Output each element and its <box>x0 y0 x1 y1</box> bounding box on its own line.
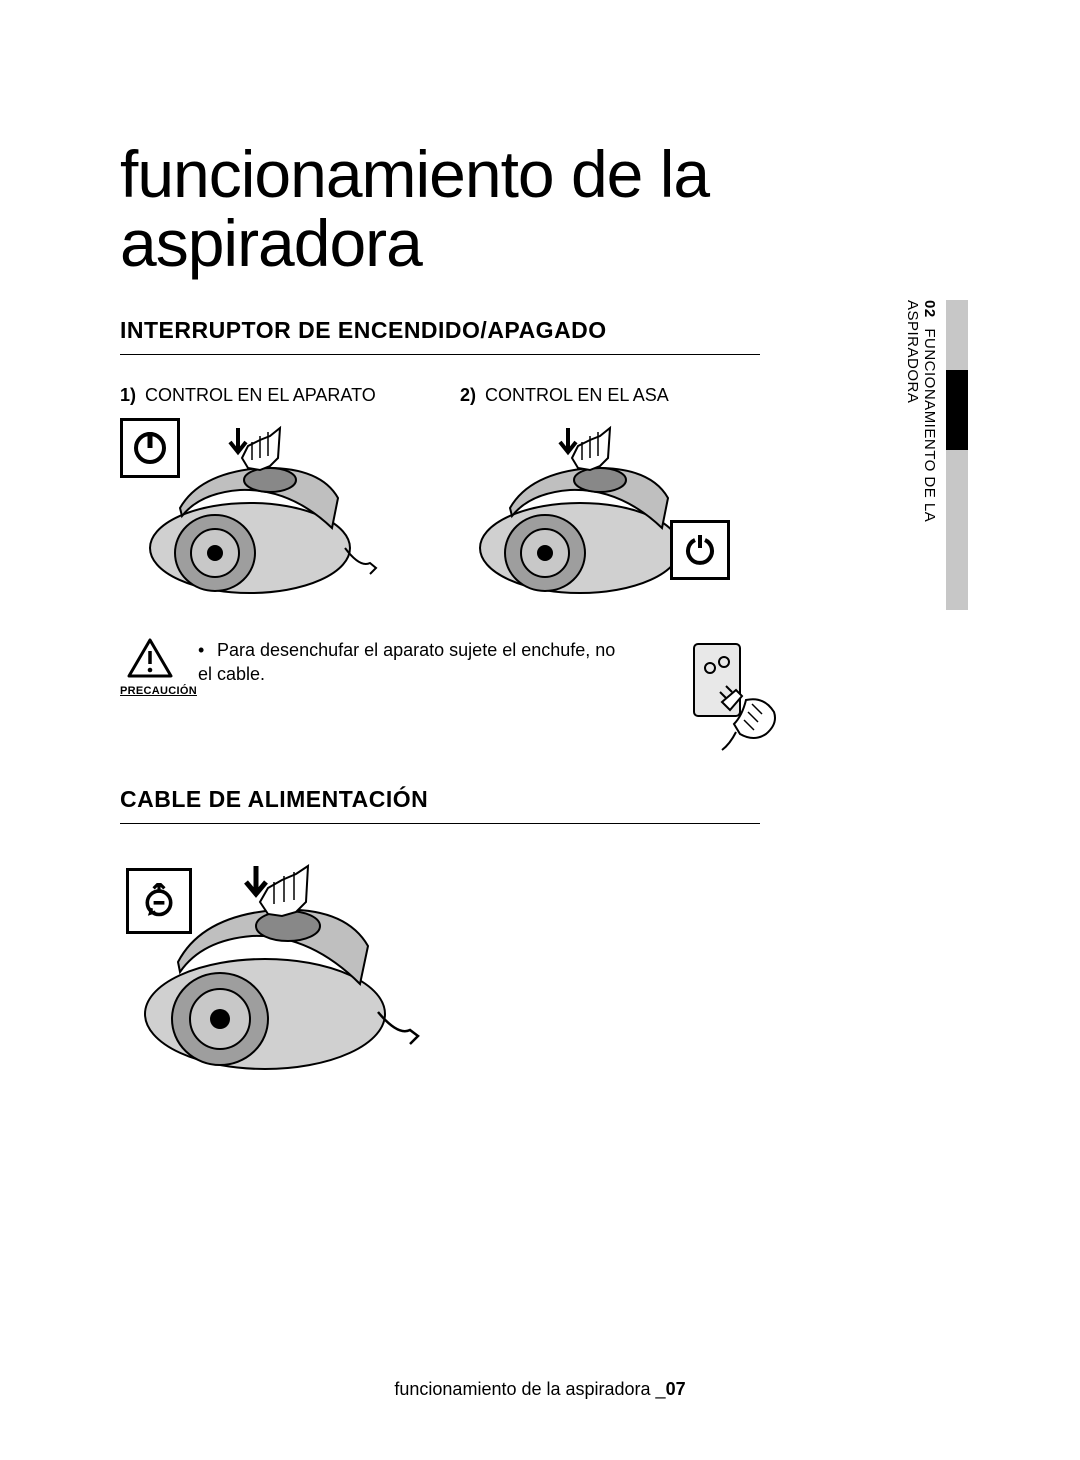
side-num: 02 <box>921 300 938 318</box>
col-body-control: 1) CONTROL EN EL APARATO <box>120 385 400 598</box>
power-switch-vertical-icon <box>120 418 180 478</box>
side-label: FUNCIONAMIENTO DE LA ASPIRADORA <box>904 300 938 521</box>
page-footer: funcionamiento de la aspiradora _07 <box>0 1379 1080 1400</box>
title-line-2: aspiradora <box>120 206 422 280</box>
caution-icon: PRECAUCIÓN <box>120 638 180 697</box>
vacuum-illustration-2 <box>460 418 720 598</box>
caution-text: • Para desenchufar el aparato sujete el … <box>198 638 628 687</box>
power-switch-row: 1) CONTROL EN EL APARATO <box>120 385 960 598</box>
caution-label: PRECAUCIÓN <box>120 685 180 697</box>
col1-num: 1) <box>120 385 136 405</box>
col2-num: 2) <box>460 385 476 405</box>
caution-body: Para desenchufar el aparato sujete el en… <box>198 640 615 684</box>
col2-label: 2) CONTROL EN EL ASA <box>460 385 740 406</box>
bullet-icon: • <box>198 638 212 662</box>
page-title: funcionamiento de la aspiradora <box>120 140 960 279</box>
manual-page: funcionamiento de la aspiradora INTERRUP… <box>0 0 1080 1460</box>
section-heading-power-cord: CABLE DE ALIMENTACIÓN <box>120 786 760 824</box>
col1-text: CONTROL EN EL APARATO <box>145 385 376 405</box>
footer-page: 07 <box>666 1379 686 1399</box>
cord-rewind-icon <box>126 868 192 934</box>
power-button-icon <box>670 520 730 580</box>
title-line-1: funcionamiento de la <box>120 137 709 211</box>
vacuum-illustration-cord <box>120 854 420 1074</box>
col2-text: CONTROL EN EL ASA <box>485 385 669 405</box>
side-tab-dark <box>946 370 968 450</box>
side-tab-text: 02 FUNCIONAMIENTO DE LA ASPIRADORA <box>904 300 938 610</box>
unplug-illustration <box>676 638 786 758</box>
vacuum-illustration-1 <box>120 418 380 598</box>
caution-row: PRECAUCIÓN • Para desenchufar el aparato… <box>120 638 960 758</box>
side-tab: 02 FUNCIONAMIENTO DE LA ASPIRADORA <box>904 300 968 610</box>
side-tab-gray <box>946 300 968 610</box>
footer-text: funcionamiento de la aspiradora _ <box>394 1379 665 1399</box>
col-handle-control: 2) CONTROL EN EL ASA <box>460 385 740 598</box>
section-heading-power-switch: INTERRUPTOR DE ENCENDIDO/APAGADO <box>120 317 760 355</box>
col1-label: 1) CONTROL EN EL APARATO <box>120 385 400 406</box>
